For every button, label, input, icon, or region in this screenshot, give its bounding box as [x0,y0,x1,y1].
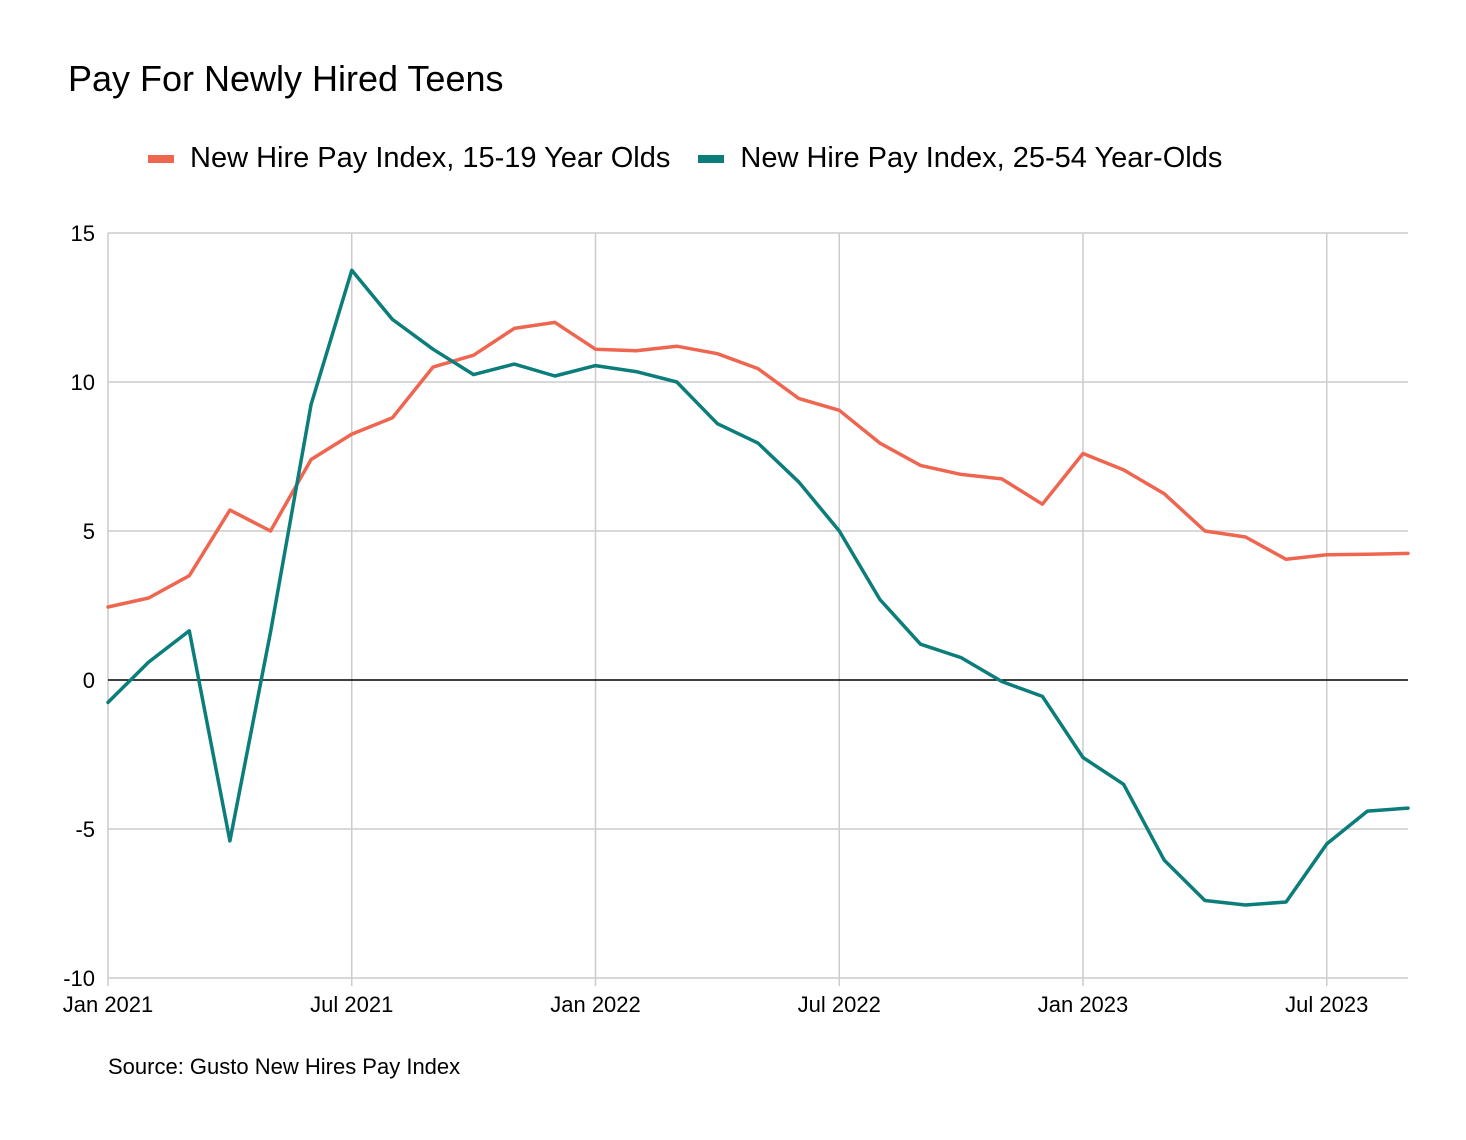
x-tick-label: Jul 2023 [1285,992,1368,1017]
chart-legend: New Hire Pay Index, 15-19 Year Olds New … [148,142,1250,175]
legend-swatch-adults [698,154,725,163]
legend-label-teens: New Hire Pay Index, 15-19 Year Olds [190,142,671,174]
source-note: Source: Gusto New Hires Pay Index [108,1054,461,1079]
y-tick-label: -5 [75,817,95,842]
series-line-teens [106,320,1410,609]
y-tick-label: 10 [71,370,95,395]
legend-item-adults: New Hire Pay Index, 25-54 Year-Olds [698,142,1222,175]
x-tick-label: Jan 2021 [63,992,154,1017]
x-tick-label: Jan 2022 [550,992,641,1017]
series-line-adults [106,268,1410,907]
y-tick-label: 0 [83,668,95,693]
legend-label-adults: New Hire Pay Index, 25-54 Year-Olds [740,142,1223,174]
y-tick-label: 5 [83,519,95,544]
legend-swatch-teens [148,154,174,163]
legend-item-teens: New Hire Pay Index, 15-19 Year Olds [148,142,670,175]
chart-title: Pay For Newly Hired Teens [68,58,504,99]
x-tick-label: Jul 2021 [310,992,393,1017]
x-tick-label: Jan 2023 [1038,992,1129,1017]
x-tick-label: Jul 2022 [798,992,881,1017]
y-tick-label: -10 [63,966,95,991]
y-tick-label: 15 [71,221,95,246]
